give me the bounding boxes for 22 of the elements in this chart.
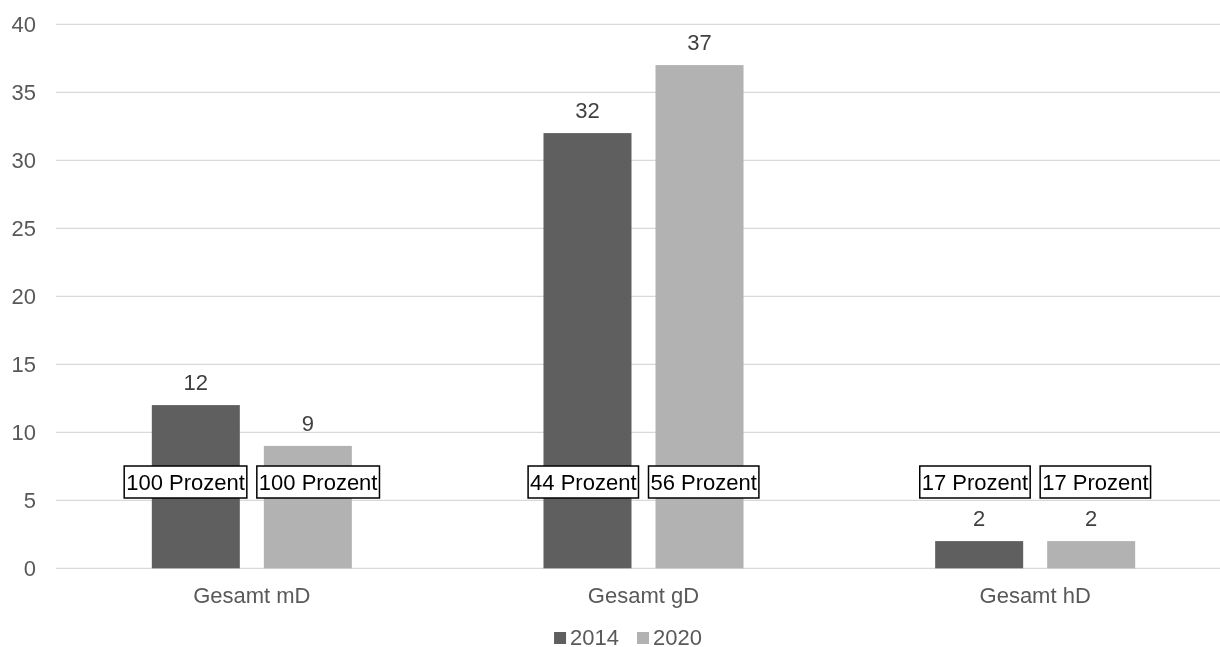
y-tick-label: 0 <box>23 556 36 582</box>
y-tick-label: 5 <box>23 488 36 514</box>
legend-label: 2014 <box>570 625 620 647</box>
x-tick-label: Gesamt mD <box>193 583 311 608</box>
y-tick-label: 10 <box>11 420 36 446</box>
data-label: 2 <box>1085 506 1098 532</box>
data-label: 32 <box>575 98 600 124</box>
data-label: 9 <box>301 410 314 436</box>
y-tick-label: 35 <box>11 80 36 106</box>
bar <box>1047 541 1136 569</box>
y-tick-label: 20 <box>11 284 36 310</box>
data-label: 2 <box>973 506 986 532</box>
x-tick-label: Gesamt hD <box>979 583 1091 608</box>
x-tick-label: Gesamt gD <box>587 583 700 608</box>
y-tick-label: 30 <box>11 148 36 174</box>
data-label: 12 <box>183 370 209 396</box>
y-tick-label: 40 <box>11 12 36 38</box>
y-tick-label: 25 <box>11 216 36 242</box>
legend-label: 2020 <box>653 625 702 647</box>
bar <box>935 541 1024 569</box>
data-label: 37 <box>687 30 712 56</box>
y-tick-label: 15 <box>11 352 36 378</box>
